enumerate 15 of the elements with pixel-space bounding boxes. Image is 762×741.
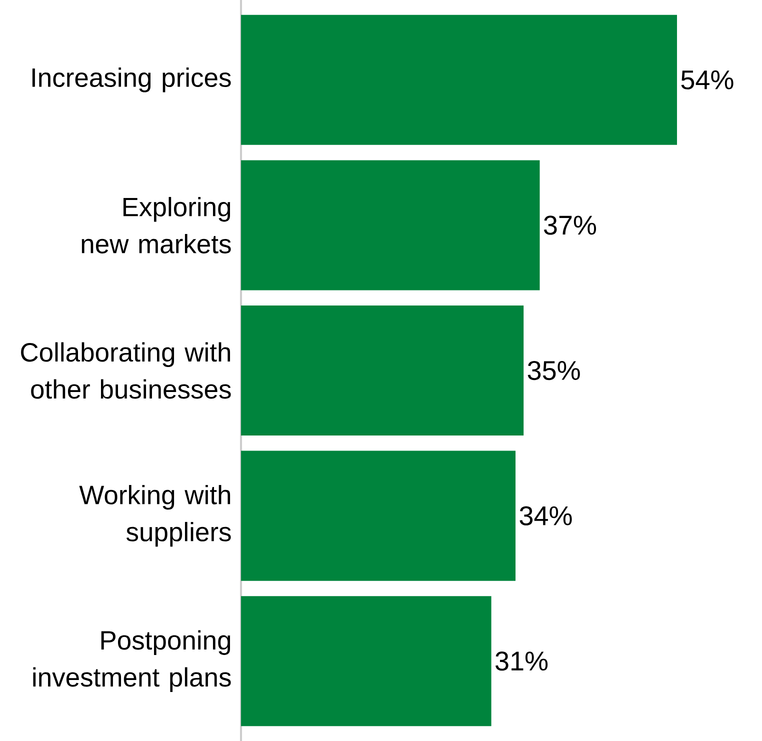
bar (241, 305, 524, 436)
y-tick-label: Working with suppliers (79, 484, 231, 547)
y-tick-label: Increasing prices (32, 68, 231, 92)
data-label: 34% (520, 506, 572, 526)
data-label: 31% (496, 652, 548, 671)
bar (241, 450, 516, 581)
bar (241, 596, 492, 726)
y-tick-label: Collaborating with other businesses (21, 342, 231, 399)
data-label: 54% (681, 70, 734, 90)
data-label: 37% (544, 216, 596, 235)
y-tick-label: Postponing investment plans (33, 630, 231, 692)
bar (241, 160, 540, 290)
data-label: 35% (528, 360, 580, 380)
y-tick-label: Exploring new markets (82, 196, 231, 254)
bar (241, 14, 677, 145)
